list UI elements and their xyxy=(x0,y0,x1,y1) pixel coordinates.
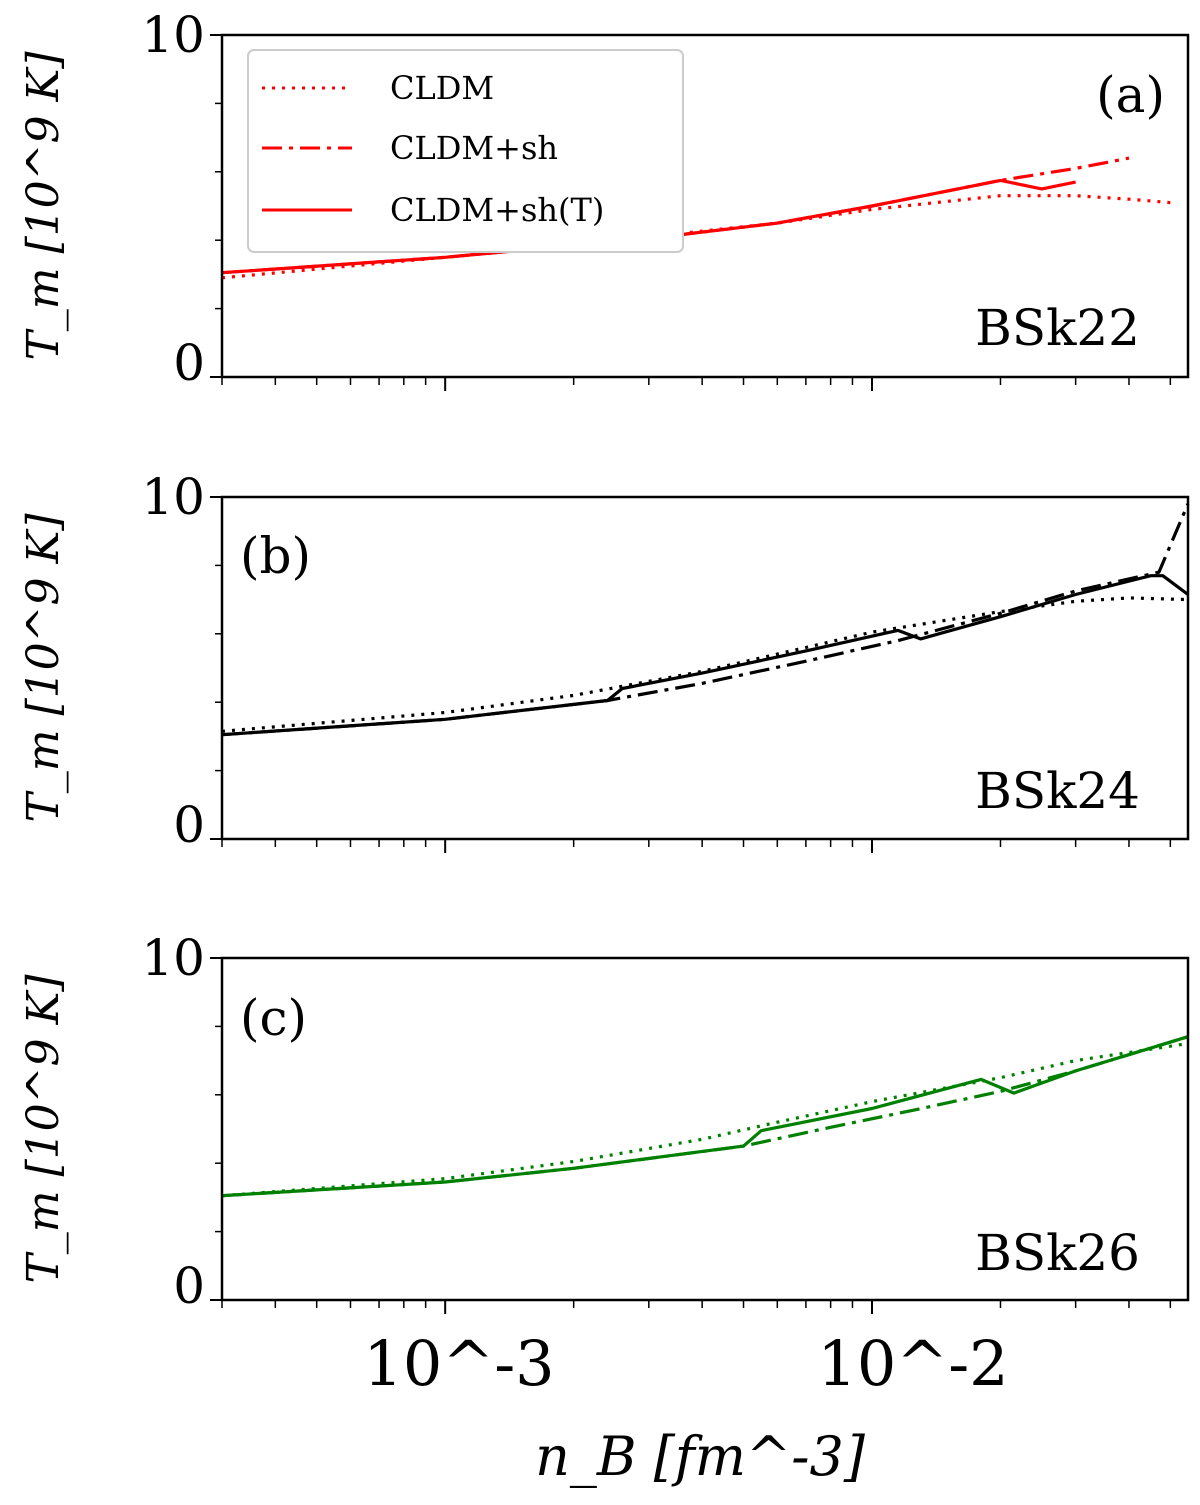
legend-label-cldm-sh-t: CLDM+sh(T) xyxy=(390,191,604,229)
panel-c-series xyxy=(221,1035,1189,1198)
panel-a-model-label: BSk22 xyxy=(975,299,1140,357)
panel-c-ticks xyxy=(210,957,1172,1314)
panel-a-ytick-bottom: 0 xyxy=(173,334,205,392)
panel-a-ticks xyxy=(210,34,1172,391)
series-cldm-sh-t xyxy=(221,1035,1189,1198)
panel-b-label: (b) xyxy=(240,527,311,585)
panel-b-series xyxy=(221,503,1190,737)
panel-b: 10 0 (b) BSk24 xyxy=(141,468,1190,854)
svg-text:T_m [10^9 K]: T_m [10^9 K] xyxy=(18,513,69,823)
panel-c-ytick-bottom: 0 xyxy=(173,1257,205,1315)
panel-b-ytick-top: 10 xyxy=(141,468,205,526)
series-cldm xyxy=(221,1041,1189,1198)
panel-a: 10 0 (a) BSk22 CLDM CLDM+sh CLDM+sh(T) xyxy=(141,6,1190,392)
panel-a-ytick-top: 10 xyxy=(141,6,205,64)
panel-b-ytick-bottom: 0 xyxy=(173,796,205,854)
xtick-label-1e-3: 10^-3 xyxy=(363,1327,554,1400)
panel-c-label: (c) xyxy=(240,989,307,1047)
panel-c-frame xyxy=(220,956,1190,1302)
xlabel: n_B [fm^-3] xyxy=(535,1425,866,1488)
legend-box xyxy=(247,49,684,253)
panel-b-ticks xyxy=(210,496,1172,853)
ylabel-a: T_m [10^9 K] xyxy=(18,51,69,361)
legend-label-cldm-sh: CLDM+sh xyxy=(390,129,558,167)
xtick-label-1e-2: 10^-2 xyxy=(817,1327,1008,1400)
panel-b-model-label: BSk24 xyxy=(975,762,1140,820)
legend: CLDM CLDM+sh CLDM+sh(T) xyxy=(247,49,684,253)
svg-text:T_m [10^9 K]: T_m [10^9 K] xyxy=(18,51,69,361)
legend-label-cldm: CLDM xyxy=(390,69,494,107)
panel-b-frame xyxy=(220,495,1190,841)
panel-a-label: (a) xyxy=(1096,66,1165,124)
panel-c-model-label: BSk26 xyxy=(975,1224,1140,1282)
series-cldm xyxy=(221,596,1189,733)
svg-text:T_m [10^9 K]: T_m [10^9 K] xyxy=(18,974,69,1284)
ylabel-b: T_m [10^9 K] xyxy=(18,513,69,823)
series-cldm-sh xyxy=(221,1035,1189,1198)
series-cldm-sh-t xyxy=(221,178,1076,275)
series-cldm-sh-t xyxy=(221,574,1189,737)
series-cldm-sh xyxy=(221,503,1190,737)
ylabel-c: T_m [10^9 K] xyxy=(18,974,69,1284)
panel-c: 10 0 (c) BSk26 10^-3 10^-2 xyxy=(141,929,1190,1400)
panel-a-frame xyxy=(220,33,1190,379)
panel-c-ytick-top: 10 xyxy=(141,929,205,987)
